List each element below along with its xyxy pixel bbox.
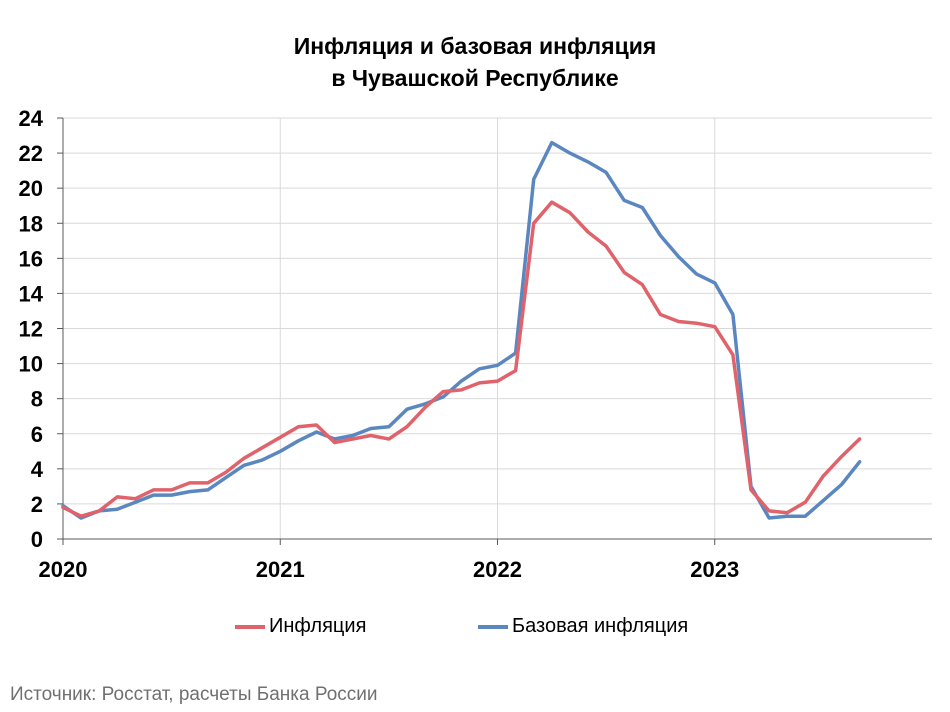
- y-tick-label: 8: [31, 387, 43, 412]
- y-tick-label: 14: [19, 281, 44, 306]
- chart-legend: Инфляция Базовая инфляция: [0, 615, 950, 645]
- y-tick-label: 24: [19, 106, 44, 131]
- legend-swatch-core-inflation: [478, 624, 508, 629]
- y-tick-label: 12: [19, 317, 43, 342]
- series-line-core-inflation: [61, 140, 862, 520]
- chart-title: Инфляция и базовая инфляция в Чувашской …: [0, 30, 950, 94]
- x-tick-label: 2022: [473, 557, 522, 582]
- y-tick-label: 20: [19, 176, 43, 201]
- series-lines: [61, 140, 862, 520]
- y-tick-label: 2: [31, 492, 43, 517]
- gridlines: [63, 117, 932, 539]
- y-tick-label: 6: [31, 422, 43, 447]
- legend-item-inflation: Инфляция: [235, 615, 366, 638]
- y-tick-label: 16: [19, 246, 43, 271]
- legend-label-inflation: Инфляция: [269, 615, 367, 637]
- y-tick-label: 22: [19, 141, 43, 166]
- x-tick-label: 2023: [690, 557, 739, 582]
- y-tick-label: 10: [19, 352, 43, 377]
- legend-item-core-inflation: Базовая инфляция: [478, 615, 688, 638]
- legend-label-core-inflation: Базовая инфляция: [512, 615, 689, 637]
- x-tick-label: 2020: [39, 557, 88, 582]
- legend-swatch-inflation: [235, 624, 265, 629]
- y-tick-label: 0: [31, 527, 43, 552]
- chart-title-line-1: Инфляция и базовая инфляция: [293, 33, 657, 59]
- y-tick-label: 4: [31, 457, 44, 482]
- chart-title-line-2: в Чувашской Республике: [331, 65, 619, 91]
- x-tick-label: 2021: [256, 557, 305, 582]
- source-note: Источник: Росстат, расчеты Банка России: [10, 684, 378, 705]
- series-line-inflation: [61, 200, 862, 518]
- y-tick-label: 18: [19, 211, 43, 236]
